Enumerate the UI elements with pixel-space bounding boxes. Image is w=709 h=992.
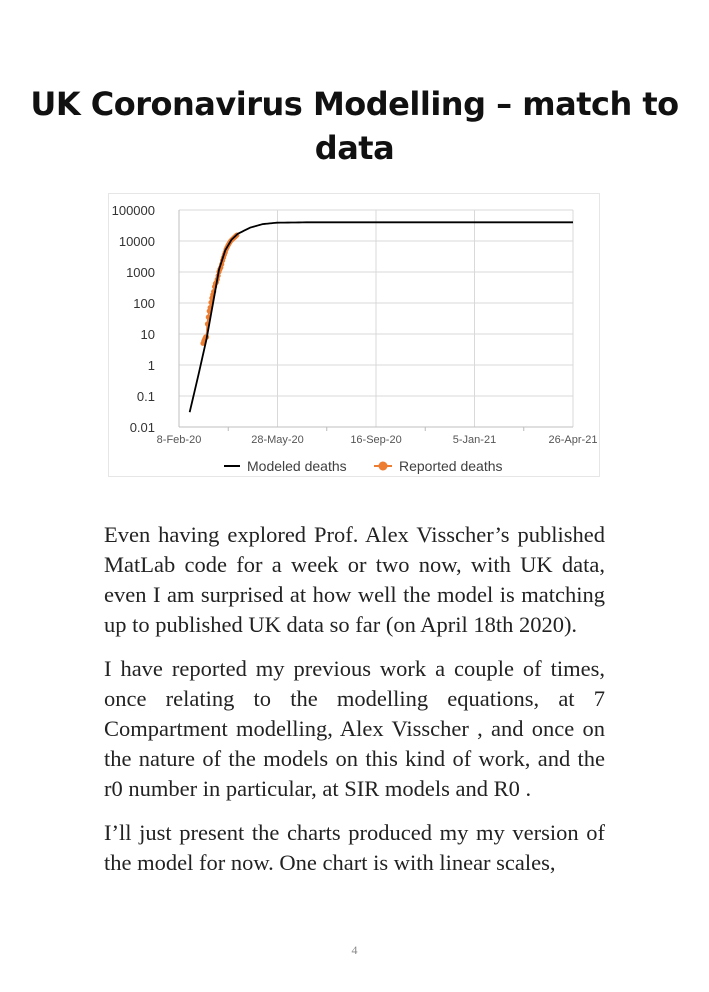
y-tick-label: 10000 [119, 234, 155, 249]
legend: Modeled deaths Reported deaths [224, 458, 503, 474]
page-title: UK Coronavirus Modelling – match to data [30, 85, 679, 167]
legend-reported-label: Reported deaths [399, 458, 503, 474]
y-tick-label: 1000 [126, 265, 155, 280]
paragraph: Even having explored Prof. Alex Visscher… [104, 522, 605, 637]
y-tick-label: 100000 [112, 203, 155, 218]
x-tick-label: 28-May-20 [251, 434, 304, 446]
page-number: 4 [351, 943, 358, 957]
modeled-deaths-line [188, 221, 573, 413]
x-tick-label: 5-Jan-21 [453, 434, 496, 446]
y-tick-label: 1 [148, 358, 155, 373]
y-tick-label: 10 [141, 327, 155, 342]
deaths-chart: 100000 10000 1000 100 10 1 0.1 0.01 8-Feb-20 28-… [108, 193, 600, 477]
legend-reported-marker [378, 461, 388, 471]
y-tick-label: 0.01 [130, 420, 155, 435]
y-tick-label: 100 [133, 296, 155, 311]
x-tick-label: 8-Feb-20 [157, 434, 202, 446]
y-tick-label: 0.1 [137, 389, 155, 404]
paragraph: I have reported my previous work a coupl… [104, 656, 605, 801]
legend-modeled-label: Modeled deaths [247, 458, 347, 474]
paragraph: I’ll just present the charts produced my… [104, 820, 605, 875]
body-text: Even having explored Prof. Alex Visscher… [104, 520, 605, 892]
x-tick-label: 26-Apr-21 [549, 434, 598, 446]
x-tick-label: 16-Sep-20 [350, 434, 401, 446]
